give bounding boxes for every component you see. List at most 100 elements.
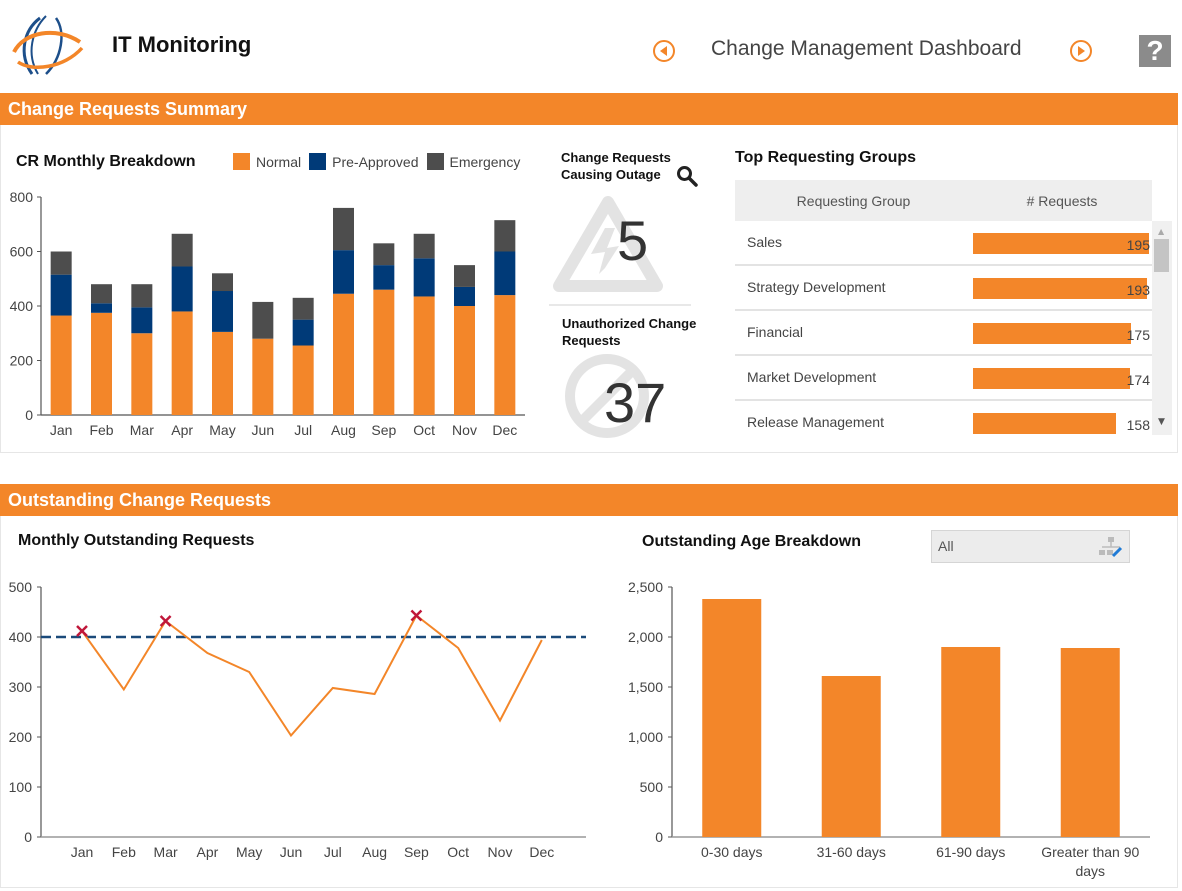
section-header-outstanding: Outstanding Change Requests [0, 484, 1178, 516]
outage-kpi-title-line2: Causing Outage [561, 167, 661, 182]
x-tick-label-line: 0-30 days [701, 844, 762, 860]
section-header-summary: Change Requests Summary [0, 93, 1178, 125]
bar-segment-normal [292, 345, 314, 415]
legend-item-pre-approved: Pre-Approved [309, 153, 419, 170]
x-tick-label: Jun [252, 422, 275, 438]
bar-segment-normal [171, 311, 193, 415]
scroll-thumb[interactable] [1154, 239, 1169, 272]
x-tick-label: Apr [197, 844, 219, 860]
bar-segment-emergency [212, 273, 233, 292]
age-filter-dropdown[interactable]: All [931, 530, 1130, 563]
bar-segment-normal [91, 312, 112, 415]
outage-kpi-value[interactable]: 5 [617, 209, 649, 272]
previous-dashboard-button[interactable] [652, 39, 676, 63]
monthly-outstanding-chart: 0 100 200 300 400 500 Jan Feb Mar Apr May Jun Jul Aug… [9, 579, 586, 860]
table-row[interactable]: Market Development 174 [735, 356, 1152, 401]
x-tick-label: Mar [130, 422, 154, 438]
x-tick-label: Sep [404, 844, 429, 860]
threshold-breach-marker [76, 625, 88, 637]
bar-segment-pre-approved [413, 258, 435, 297]
unauthorized-kpi-title-line2: Requests [562, 333, 621, 348]
legend-swatch-normal [233, 153, 250, 170]
bar-segment-normal [131, 333, 153, 415]
y-tick-label: 2,000 [628, 629, 663, 645]
table-scrollbar[interactable]: ▲ ▼ [1152, 221, 1172, 435]
header: IT Monitoring Change Management Dashboar… [0, 0, 1182, 92]
y-tick-label: 800 [10, 189, 34, 205]
x-tick-label: 61-90 days [936, 844, 1005, 860]
logo-icon [12, 15, 84, 75]
y-tick-label: 0 [24, 829, 32, 845]
table-row[interactable]: Strategy Development 193 [735, 266, 1152, 311]
x-tick-label: Jan [50, 422, 73, 438]
y-tick-label: 200 [9, 729, 33, 745]
scroll-up-arrow-icon[interactable]: ▲ [1158, 227, 1165, 236]
age-bar [1060, 648, 1120, 837]
bar-segment-emergency [171, 233, 193, 267]
request-count-bar [973, 278, 1148, 299]
x-tick-label-line: 31-60 days [817, 844, 886, 860]
legend-label-emergency: Emergency [449, 153, 521, 170]
next-dashboard-button[interactable] [1069, 39, 1093, 63]
legend-item-emergency: Emergency [426, 153, 521, 170]
help-button[interactable]: ? [1139, 35, 1171, 67]
age-bar [821, 676, 881, 837]
x-tick-label: May [236, 844, 262, 860]
request-count-bar [973, 413, 1116, 434]
scroll-down-arrow-icon[interactable]: ▼ [1158, 417, 1165, 427]
bar-segment-emergency [373, 243, 395, 266]
table-row[interactable]: Release Management 158 [735, 401, 1152, 435]
group-name: Market Development [747, 369, 877, 385]
age-bar [702, 599, 762, 837]
top-groups-table: Requesting Group # Requests Sales 195 Stra… [735, 180, 1172, 436]
x-tick-label: Nov [488, 844, 513, 860]
x-tick-label: Mar [154, 844, 178, 860]
table-body: Sales 195 Strategy Development 193 Financial… [735, 221, 1152, 435]
marker-stroke [76, 625, 88, 637]
warning-triangle-icon [553, 196, 663, 292]
top-groups-title: Top Requesting Groups [735, 149, 917, 166]
request-count-bar [973, 233, 1149, 254]
bar-segment-normal [413, 296, 435, 415]
legend-label-normal: Normal [256, 153, 302, 170]
age-breakdown-title: Outstanding Age Breakdown [642, 533, 861, 550]
x-tick-label: Feb [89, 422, 113, 438]
bar-segment-normal [454, 306, 475, 415]
bar-segment-pre-approved [131, 307, 153, 334]
y-tick-label: 0 [655, 829, 663, 845]
unauthorized-kpi-title: Unauthorized Change Requests [562, 315, 696, 349]
column-header-requests[interactable]: # Requests [1026, 192, 1098, 209]
column-header-group[interactable]: Requesting Group [796, 192, 911, 209]
y-tick-label: 1,000 [628, 729, 663, 745]
table-header: Requesting Group # Requests [735, 180, 1152, 221]
app-title: IT Monitoring [112, 32, 252, 57]
age-bar [941, 647, 1001, 837]
cr-breakdown-legend: Normal Pre-Approved Emergency [233, 153, 528, 170]
x-tick-label: Jan [71, 844, 94, 860]
table-row[interactable]: Financial 175 [735, 311, 1152, 356]
table-row[interactable]: Sales 195 [735, 221, 1152, 266]
bar-segment-emergency [454, 265, 475, 287]
y-tick-label: 0 [25, 407, 33, 423]
y-tick-label: 400 [9, 629, 33, 645]
hierarchy-filter-icon[interactable] [1099, 536, 1123, 558]
y-tick-label: 100 [9, 779, 33, 795]
x-tick-label-line: 61-90 days [936, 844, 1005, 860]
unauthorized-kpi-value[interactable]: 37 [604, 371, 667, 434]
bar-segment-emergency [50, 251, 72, 275]
search-icon[interactable] [676, 165, 698, 187]
x-tick-label: Jul [324, 844, 342, 860]
group-name: Strategy Development [747, 279, 886, 295]
outage-kpi-title-line1: Change Requests [561, 150, 671, 165]
x-tick-label: Sep [371, 422, 396, 438]
bar-segment-pre-approved [212, 291, 233, 332]
cr-monthly-breakdown-chart: 0 200 400 600 800 Jan Feb Mar Apr May Jun Jul Aug Sep… [10, 189, 525, 438]
age-filter-value: All [938, 538, 954, 554]
x-tick-label: Dec [529, 844, 554, 860]
y-tick-label: 600 [10, 244, 34, 260]
bar-segment-pre-approved [91, 303, 112, 313]
bar-segment-emergency [252, 301, 274, 339]
x-tick-label: Aug [331, 422, 356, 438]
bar-segment-normal [373, 289, 395, 415]
age-breakdown-chart: 0 500 1,000 1,500 2,000 2,500 0-30 days 31-60 d… [628, 579, 1150, 879]
